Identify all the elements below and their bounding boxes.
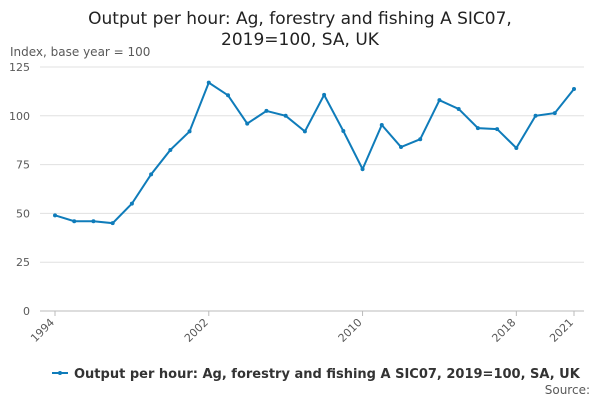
data-point [110, 221, 115, 226]
x-tick-label: 2021 [547, 316, 576, 345]
data-point [72, 219, 77, 224]
x-tick-label: 2018 [489, 316, 518, 345]
data-point [379, 122, 384, 127]
y-tick-label: 0 [23, 305, 30, 318]
data-point [245, 121, 250, 126]
data-point [206, 80, 211, 85]
legend-marker [58, 371, 62, 375]
legend-label: Output per hour: Ag, forestry and fishin… [74, 367, 581, 382]
data-point [341, 129, 346, 134]
data-point [168, 147, 173, 152]
data-point [91, 219, 96, 224]
data-point [533, 113, 538, 118]
data-point [302, 129, 307, 134]
data-point [226, 93, 230, 98]
data-point [514, 146, 519, 151]
data-point [456, 106, 461, 111]
y-tick-label: 50 [16, 207, 30, 220]
data-point [129, 201, 134, 206]
series-line [54, 81, 575, 225]
chart-title: Output per hour: Ag, forestry and fishin… [88, 9, 512, 29]
data-point [360, 167, 365, 172]
source: Source: [545, 383, 590, 397]
y-tick-label: 75 [16, 159, 30, 172]
x-tick-label: 1994 [28, 316, 57, 345]
data-point [437, 98, 442, 103]
x-tick-label: 2010 [336, 316, 365, 345]
data-point [475, 126, 480, 131]
data-point [418, 137, 423, 142]
data-point [53, 213, 57, 218]
y-axis-label: Index, base year = 100 [10, 45, 150, 59]
y-tick-label: 25 [16, 256, 30, 269]
data-point [552, 111, 557, 116]
data-point [495, 127, 500, 132]
x-tick-label: 2002 [182, 316, 211, 345]
data-point [283, 113, 288, 118]
data-point [322, 92, 327, 97]
y-tick-label: 100 [9, 110, 30, 123]
chart-title: 2019=100, SA, UK [221, 30, 380, 50]
data-point [149, 172, 154, 177]
data-point [572, 87, 576, 92]
data-point [399, 145, 403, 150]
data-point [264, 108, 269, 113]
data-point [187, 129, 192, 134]
y-tick-label: 125 [9, 61, 30, 74]
